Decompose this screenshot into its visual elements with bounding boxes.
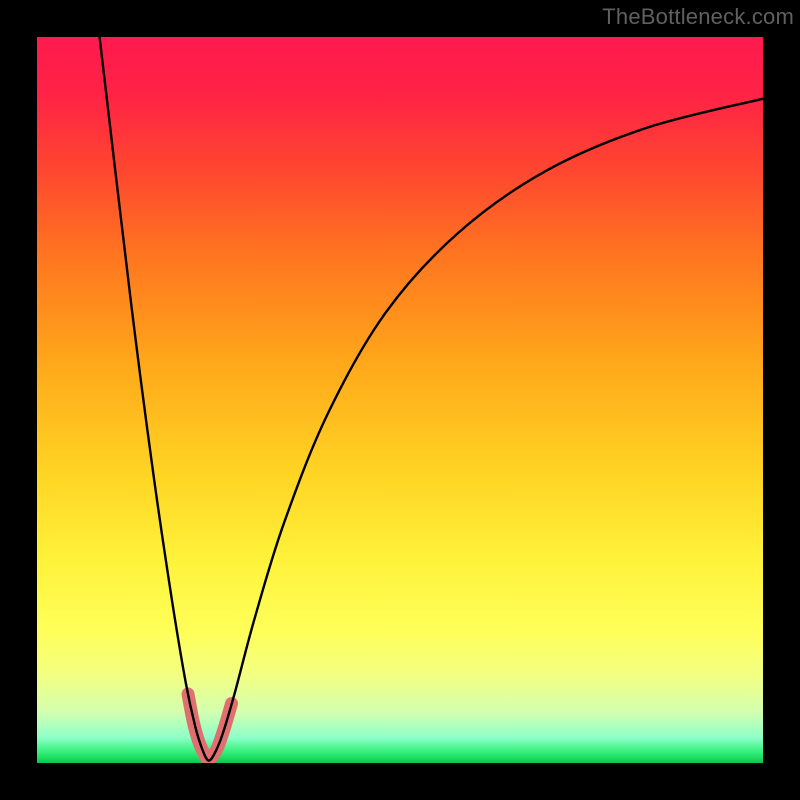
chart-frame: TheBottleneck.com bbox=[0, 0, 800, 800]
plot-gradient-background bbox=[37, 37, 763, 763]
watermark-text: TheBottleneck.com bbox=[602, 4, 794, 30]
plot-area bbox=[37, 37, 763, 763]
